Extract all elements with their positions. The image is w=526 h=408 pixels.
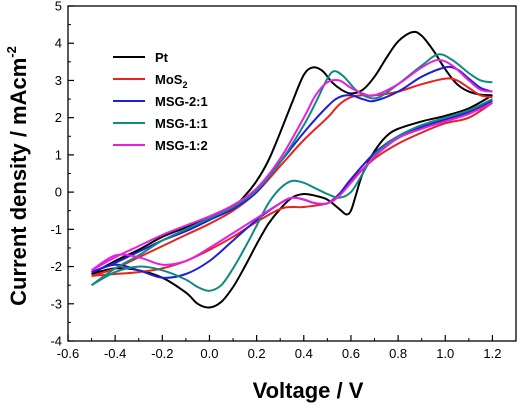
x-axis-title: Voltage / V — [253, 378, 364, 403]
series-line-mos2-forward — [91, 77, 493, 277]
x-tick-label-8: 1.0 — [436, 346, 454, 361]
legend-label-msg-1-1: MSG-1:1 — [155, 116, 208, 131]
y-tick-label-0: -4 — [50, 334, 62, 349]
legend-item-msg-1-1: MSG-1:1 — [113, 116, 208, 131]
series-line-msg-2-1-forward — [91, 65, 493, 274]
y-tick-label-2: -2 — [50, 259, 62, 274]
series-pt — [91, 30, 493, 309]
series-mos2 — [91, 77, 493, 277]
chart-series-group — [91, 30, 493, 309]
legend-label-pt: Pt — [155, 50, 169, 65]
legend-item-pt: Pt — [113, 50, 169, 65]
x-tick-label-7: 0.8 — [389, 346, 407, 361]
x-tick-label-0: -0.6 — [57, 346, 79, 361]
x-tick-label-6: 0.6 — [342, 346, 360, 361]
series-line-msg-1-1-forward — [91, 53, 493, 287]
legend-label-msg-2-1: MSG-2:1 — [155, 94, 208, 109]
x-tick-label-4: 0.2 — [248, 346, 266, 361]
y-tick-label-7: 3 — [55, 73, 62, 88]
x-tick-label-2: -0.2 — [151, 346, 173, 361]
series-line-pt-reverse — [91, 94, 493, 309]
series-line-msg-1-1-reverse — [91, 98, 493, 292]
y-tick-label-5: 1 — [55, 147, 62, 162]
legend-label-mos2: MoS2 — [155, 72, 187, 90]
x-tick-label-5: 0.4 — [295, 346, 313, 361]
legend: Pt MoS2 MSG-2:1 MSG-1:1 MSG-1:2 — [113, 50, 208, 153]
x-tick-label-3: 0.0 — [200, 346, 218, 361]
legend-label-msg-1-2: MSG-1:2 — [155, 138, 208, 153]
series-line-msg-1-2-reverse — [91, 101, 493, 272]
series-msg-1-1 — [91, 53, 493, 292]
y-tick-label-1: -3 — [50, 296, 62, 311]
axis-ticks: -0.6 -0.4 -0.2 0.0 0.2 0.4 0.6 0.8 1.0 1.2 -4 -3 -2 -… — [50, 0, 501, 361]
y-axis-title: Current density / mAcm-2 — [4, 46, 31, 306]
x-tick-label-9: 1.2 — [483, 346, 501, 361]
y-axis-title-main: Current density / mAcm — [6, 58, 31, 306]
y-tick-label-8: 4 — [55, 36, 62, 51]
legend-item-mos2: MoS2 — [113, 72, 187, 90]
y-tick-label-4: 0 — [55, 185, 62, 200]
y-tick-label-3: -1 — [50, 222, 62, 237]
series-line-msg-1-2-forward — [91, 58, 493, 272]
y-tick-label-9: 5 — [55, 0, 62, 14]
legend-item-msg-1-2: MSG-1:2 — [113, 138, 208, 153]
y-tick-label-6: 2 — [55, 110, 62, 125]
legend-item-msg-2-1: MSG-2:1 — [113, 94, 208, 109]
series-line-mos2-reverse — [91, 101, 493, 277]
x-tick-label-1: -0.4 — [104, 346, 126, 361]
series-msg-1-2 — [91, 58, 493, 272]
y-axis-title-sup: -2 — [4, 46, 19, 58]
